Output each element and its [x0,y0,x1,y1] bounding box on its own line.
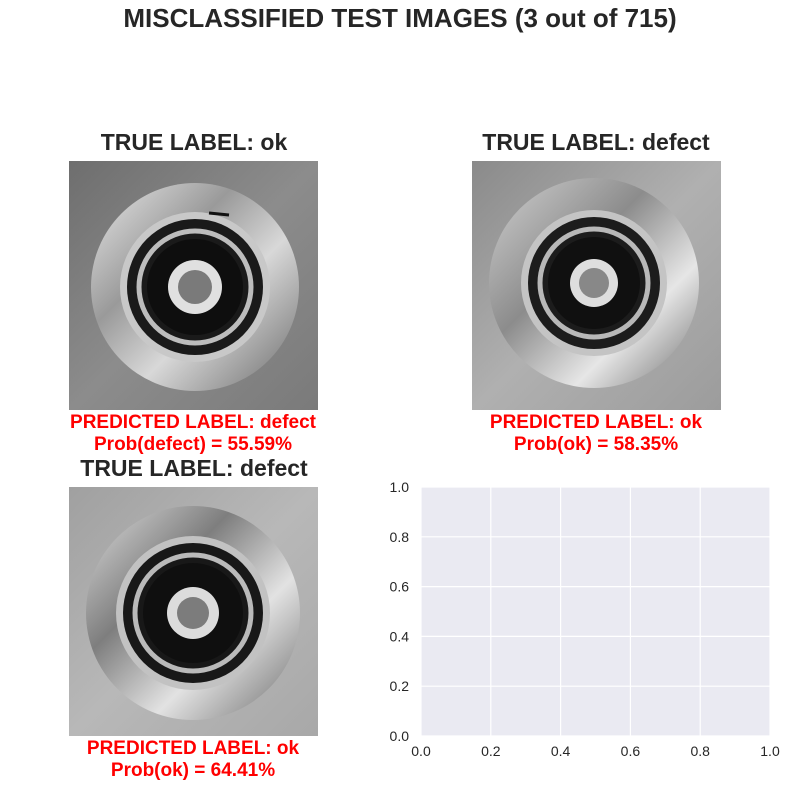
panel-2-part-image [472,161,721,410]
y-tick-label: 1.0 [390,479,410,495]
panel-3-true-label: TRUE LABEL: defect [80,455,308,481]
x-tick-label: 0.0 [411,743,431,759]
panel-2-probability: Prob(ok) = 58.35% [513,434,679,455]
y-tick-label: 0.8 [390,529,410,545]
figure-title: MISCLASSIFIED TEST IMAGES (3 out of 715) [123,3,677,33]
x-tick-label: 0.8 [690,743,710,759]
panel-1-part-image [69,161,318,410]
grid-lines [420,486,771,737]
panel-1-true-label: TRUE LABEL: ok [100,129,288,155]
panel-3-prediction: PREDICTED LABEL: ok Prob(ok) = 64.41% [23,738,363,782]
y-tick-label: 0.0 [390,728,410,744]
panel-2-predicted-label: PREDICTED LABEL: ok [489,412,703,433]
axes-background [421,487,770,736]
panel-3-part-image [69,487,318,736]
x-tick-label: 0.4 [551,743,571,759]
panel-3-predicted-label: PREDICTED LABEL: ok [86,738,300,759]
panel-2-prediction: PREDICTED LABEL: ok Prob(ok) = 58.35% [426,412,766,456]
panel-1-prediction: PREDICTED LABEL: defect Prob(defect) = 5… [23,412,363,456]
x-tick-label: 0.6 [621,743,641,759]
y-tick-label: 0.6 [390,579,410,595]
x-tick-label: 1.0 [760,743,780,759]
tick-labels: 0.0 0.2 0.4 0.6 0.8 1.0 0.0 0.2 0.4 0.6 0.8 1.0 [390,479,780,759]
y-tick-label: 0.4 [390,628,410,644]
panel-2-true-label: TRUE LABEL: defect [482,129,710,155]
y-tick-label: 0.2 [390,678,410,694]
panel-3-probability: Prob(ok) = 64.41% [110,760,276,781]
panel-1-predicted-label: PREDICTED LABEL: defect [70,412,316,433]
panel-1-probability: Prob(defect) = 55.59% [94,434,292,455]
x-tick-label: 0.2 [481,743,501,759]
